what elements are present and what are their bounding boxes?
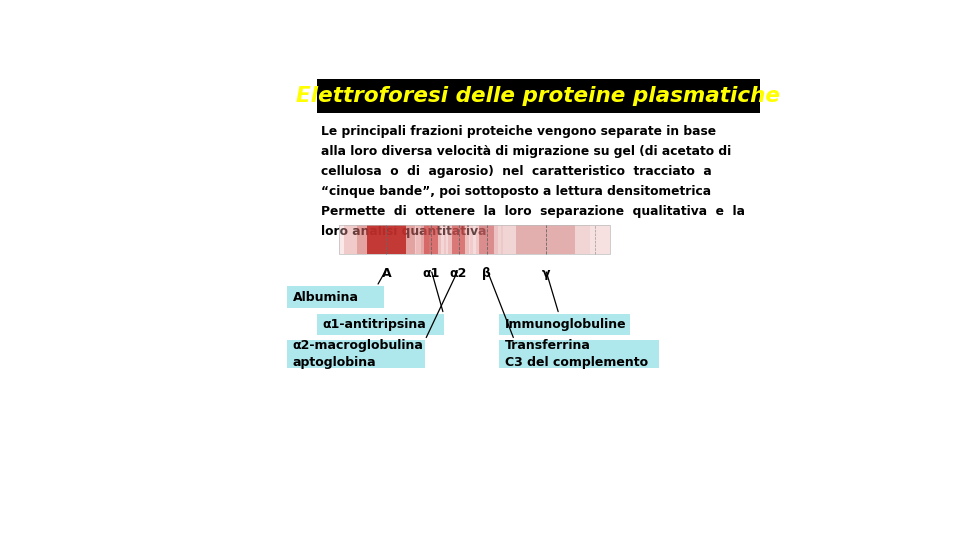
Text: α2-macroglobulina
aptoglobina: α2-macroglobulina aptoglobina xyxy=(293,340,423,369)
Bar xyxy=(317,314,444,335)
Bar xyxy=(470,225,503,254)
Text: γ: γ xyxy=(541,267,550,280)
Bar xyxy=(452,225,466,254)
Text: loro analisi quantitativa: loro analisi quantitativa xyxy=(321,225,487,238)
Bar xyxy=(287,286,384,308)
Bar xyxy=(420,225,441,254)
Bar xyxy=(444,225,473,254)
Bar xyxy=(475,225,498,254)
Text: Transferrina
C3 del complemento: Transferrina C3 del complemento xyxy=(505,340,648,369)
Text: alla loro diversa velocità di migrazione su gel (di acetato di: alla loro diversa velocità di migrazione… xyxy=(321,145,732,158)
Text: α1: α1 xyxy=(422,267,440,280)
Text: α2: α2 xyxy=(450,267,468,280)
Text: α1-antitripsina: α1-antitripsina xyxy=(323,318,426,331)
Bar xyxy=(499,340,660,368)
Bar xyxy=(287,340,425,368)
Text: β: β xyxy=(482,267,492,280)
Bar xyxy=(479,225,494,254)
Text: Immunoglobuline: Immunoglobuline xyxy=(505,318,626,331)
Text: cellulosa  o  di  agarosio)  nel  caratteristico  tracciato  a: cellulosa o di agarosio) nel caratterist… xyxy=(321,165,711,178)
Bar xyxy=(499,314,630,335)
Text: A: A xyxy=(381,267,391,280)
Text: Albumina: Albumina xyxy=(293,291,359,303)
Bar xyxy=(448,225,468,254)
Text: Permette  di  ottenere  la  loro  separazione  qualitativa  e  la: Permette di ottenere la loro separazione… xyxy=(321,205,745,218)
Bar xyxy=(501,225,590,254)
Bar xyxy=(417,225,445,254)
Text: Elettroforesi delle proteine plasmatiche: Elettroforesi delle proteine plasmatiche xyxy=(297,86,780,106)
Text: “cinque bande”, poi sottoposto a lettura densitometrica: “cinque bande”, poi sottoposto a lettura… xyxy=(321,185,711,198)
Bar xyxy=(340,225,610,254)
Text: Le principali frazioni proteiche vengono separate in base: Le principali frazioni proteiche vengono… xyxy=(321,125,716,138)
Bar xyxy=(340,225,610,254)
Bar xyxy=(367,225,406,254)
Bar xyxy=(516,225,575,254)
Bar xyxy=(317,79,759,113)
Bar xyxy=(357,225,416,254)
Bar xyxy=(424,225,438,254)
Bar xyxy=(344,225,429,254)
Bar xyxy=(480,225,611,254)
